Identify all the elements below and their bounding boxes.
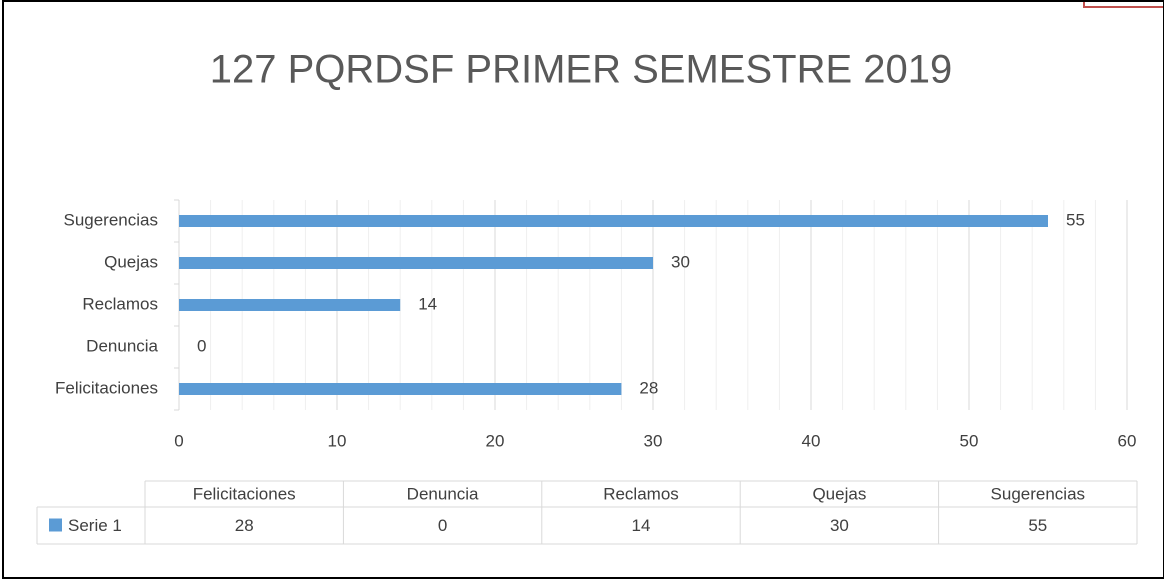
x-tick-label: 50 — [960, 431, 979, 450]
y-tick-label: Reclamos — [82, 294, 158, 313]
x-tick-label: 40 — [802, 431, 821, 450]
table-value: 0 — [438, 516, 447, 535]
x-tick-label: 60 — [1118, 431, 1137, 450]
legend-label: Serie 1 — [68, 516, 122, 535]
table-header: Quejas — [812, 484, 866, 503]
data-label: 55 — [1066, 210, 1085, 229]
corner-tab — [1083, 0, 1164, 8]
data-label: 30 — [671, 252, 690, 271]
table-header: Reclamos — [603, 484, 679, 503]
table-value: 55 — [1028, 516, 1047, 535]
bar — [179, 215, 1048, 227]
table-value: 28 — [235, 516, 254, 535]
y-tick-label: Felicitaciones — [55, 378, 158, 397]
table-value: 30 — [830, 516, 849, 535]
table-header: Denuncia — [407, 484, 479, 503]
bar — [179, 257, 653, 269]
table-value: 14 — [632, 516, 651, 535]
data-label: 0 — [197, 336, 206, 355]
data-label: 28 — [639, 378, 658, 397]
x-tick-label: 10 — [328, 431, 347, 450]
x-tick-label: 20 — [486, 431, 505, 450]
legend-swatch — [49, 518, 62, 532]
data-label: 14 — [418, 294, 437, 313]
bar — [179, 383, 622, 395]
x-tick-label: 30 — [644, 431, 663, 450]
bar — [179, 299, 401, 311]
chart-title: 127 PQRDSF PRIMER SEMESTRE 2019 — [210, 48, 952, 92]
x-tick-label: 0 — [174, 431, 183, 450]
y-tick-label: Sugerencias — [63, 210, 158, 229]
y-tick-label: Quejas — [104, 252, 158, 271]
table-header: Felicitaciones — [193, 484, 296, 503]
y-tick-label: Denuncia — [86, 336, 158, 355]
table-header: Sugerencias — [991, 484, 1086, 503]
